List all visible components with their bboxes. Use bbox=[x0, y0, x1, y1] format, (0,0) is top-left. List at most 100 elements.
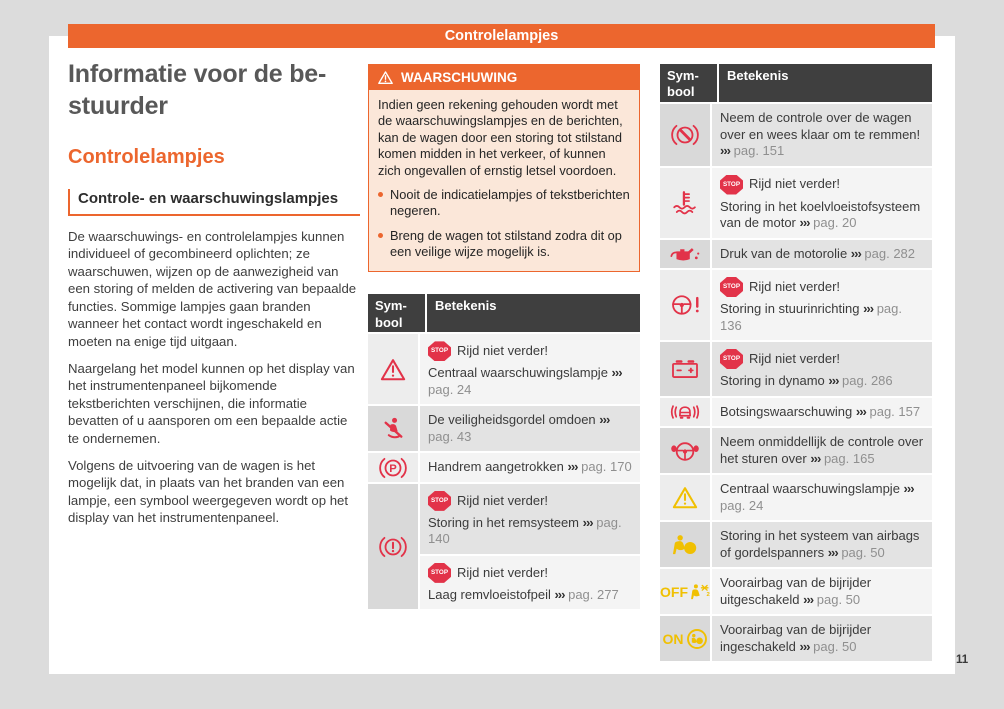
bullet-text: Nooit de indicatielampjes of tekstberich… bbox=[390, 186, 630, 219]
stop-line: STOP Rijd niet verder! bbox=[428, 490, 632, 511]
meaning-cell: Neem onmiddellijk de controle over het s… bbox=[712, 428, 932, 473]
svg-text:P: P bbox=[389, 463, 397, 475]
paragraph: Volgens de uitvoering van de wagen is he… bbox=[68, 458, 349, 526]
meaning-cell: STOP Rijd niet verder! Storing in het rems… bbox=[420, 483, 640, 554]
page-title: Informatie voor de be-stuurder bbox=[68, 58, 360, 122]
stop-icon: STOP bbox=[428, 562, 451, 583]
table-row: Neem onmiddellijk de controle over het s… bbox=[660, 428, 932, 473]
chapter-header-title: Controlelampjes bbox=[444, 28, 559, 44]
svg-text:2: 2 bbox=[707, 592, 710, 598]
stop-line: STOP Rijd niet verder! bbox=[720, 277, 924, 297]
meaning-column-header: Betekenis bbox=[427, 294, 640, 333]
meaning-cell: Voorairbag van de bijrijder ingeschakeld… bbox=[712, 616, 932, 661]
stop-text: Rijd niet verder! bbox=[457, 564, 549, 580]
steering-takeover-icon bbox=[660, 428, 710, 473]
stop-line: STOP Rijd niet verder! bbox=[720, 349, 924, 369]
meaning-text: Storing in het koelvloeistofsysteem van … bbox=[720, 198, 921, 231]
meaning-cell: Neem de controle over de wagen over en w… bbox=[712, 104, 932, 166]
steering-warning-icon bbox=[660, 270, 710, 340]
meaning-text: Centraal waarschuwingslampje ››› pag. 24 bbox=[720, 481, 915, 513]
page-reference: pag. 136 bbox=[720, 301, 903, 333]
stop-text: Rijd niet verder! bbox=[749, 350, 841, 366]
reference-arrows-icon: ››› bbox=[599, 412, 610, 428]
symbol-column-header: Sym- bool bbox=[368, 294, 425, 333]
reference-arrows-icon: ››› bbox=[850, 245, 862, 261]
reference-arrows-icon: ››› bbox=[799, 215, 811, 230]
warning-bullets: Nooit de indicatielampjes of tekstberich… bbox=[378, 187, 630, 261]
page-reference: pag. 50 bbox=[816, 591, 861, 607]
table-row: OFF 2 Voorairbag van de bijrijder uitgesch… bbox=[660, 569, 932, 614]
meaning-cell: STOP Rijd niet verder! Storing in dynamo ›… bbox=[712, 342, 932, 396]
brake-warning-icon bbox=[368, 483, 418, 610]
icon-label: OFF bbox=[660, 583, 688, 600]
meaning-text: Druk van de motorolie ››› pag. 282 bbox=[720, 245, 916, 261]
table-row: Druk van de motorolie ››› pag. 282 bbox=[660, 239, 932, 268]
table-row: Storing in het systeem van airbags of go… bbox=[660, 522, 932, 567]
meaning-cell: Centraal waarschuwingslampje ››› pag. 24 bbox=[712, 475, 932, 520]
table-row: Neem de controle over de wagen over en w… bbox=[660, 104, 932, 166]
middle-column: WAARSCHUWING Indien geen rekening gehoud… bbox=[368, 64, 640, 610]
seatbelt-icon bbox=[368, 406, 418, 452]
right-column: Sym- bool Betekenis Neem de controle over … bbox=[660, 64, 932, 661]
page-reference: pag. 170 bbox=[581, 459, 632, 475]
airbag-on-icon: ON bbox=[660, 616, 710, 661]
brake-assist-icon bbox=[660, 104, 710, 166]
table-row: STOP Rijd niet verder! Storing in het rems… bbox=[368, 483, 640, 610]
reference-arrows-icon: ››› bbox=[827, 544, 839, 560]
warning-lights-table-2: Sym- bool Betekenis Neem de controle over … bbox=[660, 64, 932, 661]
page-reference: pag. 24 bbox=[428, 381, 472, 397]
meaning-text: Voorairbag van de bijrijder ingeschakeld… bbox=[720, 622, 872, 654]
left-column: Informatie voor de be-stuurder Controlel… bbox=[68, 58, 360, 527]
stop-icon: STOP bbox=[720, 174, 743, 195]
meaning-text: Neem de controle over de wagen over en w… bbox=[720, 110, 921, 158]
meaning-cell: STOP Rijd niet verder! Centraal waarschuwi… bbox=[420, 334, 640, 405]
meaning-column-header: Betekenis bbox=[719, 64, 932, 102]
table-row: De veiligheidsgordel omdoen ››› pag. 43 bbox=[368, 406, 640, 452]
warning-triangle-icon bbox=[660, 475, 710, 520]
collision-warning-icon bbox=[660, 397, 710, 426]
reference-arrows-icon: ››› bbox=[803, 591, 814, 607]
page-reference: pag. 50 bbox=[813, 638, 857, 654]
page-reference: pag. 151 bbox=[733, 143, 785, 158]
page-reference: pag. 20 bbox=[813, 215, 857, 230]
warning-text: Indien geen rekening gehouden wordt met … bbox=[378, 97, 623, 178]
page-title-line: stuurder bbox=[68, 92, 168, 120]
page-reference: pag. 157 bbox=[869, 403, 921, 419]
table-row: P Handrem aangetrokken ››› pag. 170 bbox=[368, 453, 640, 482]
table-row: ON Voorairbag van de bijrijder ingeschake… bbox=[660, 616, 932, 661]
meaning-text: Storing in dynamo ››› pag. 286 bbox=[720, 373, 893, 388]
oil-pressure-icon bbox=[660, 239, 710, 268]
page-title-line: Informatie voor de be- bbox=[68, 60, 327, 88]
stop-text: Rijd niet verder! bbox=[749, 176, 841, 192]
meaning-text: De veiligheidsgordel omdoen ››› pag. 43 bbox=[428, 412, 610, 444]
meaning-cell: STOP Rijd niet verder! Storing in stuurinr… bbox=[712, 270, 932, 340]
symbol-column-header: Sym- bool bbox=[660, 64, 717, 102]
meaning-text: Laag remvloeistofpeil ››› pag. 277 bbox=[428, 586, 619, 602]
icon-label: ON bbox=[662, 630, 684, 647]
page-reference: pag. 24 bbox=[720, 497, 764, 513]
page-reference: pag. 282 bbox=[864, 245, 916, 261]
bullet-icon bbox=[378, 191, 383, 197]
reference-arrows-icon: ››› bbox=[863, 301, 874, 316]
meaning-text: Neem onmiddellijk de controle over het s… bbox=[720, 434, 924, 466]
reference-arrows-icon: ››› bbox=[720, 143, 731, 158]
table-header-row: Sym- bool Betekenis bbox=[368, 294, 640, 333]
reference-arrows-icon: ››› bbox=[611, 365, 623, 381]
stop-line: STOP Rijd niet verder! bbox=[428, 562, 632, 583]
stop-icon: STOP bbox=[720, 277, 743, 297]
meaning-cell: Voorairbag van de bijrijder uitgeschakel… bbox=[712, 569, 932, 614]
warning-lights-table-1: Sym- bool Betekenis STOP Rijd niet verder! C… bbox=[368, 294, 640, 610]
paragraph: Naargelang het model kunnen op het displ… bbox=[68, 360, 355, 446]
page-reference: pag. 286 bbox=[842, 373, 893, 388]
meaning-text: Voorairbag van de bijrijder uitgeschakel… bbox=[720, 575, 872, 607]
meaning-text: Handrem aangetrokken ››› pag. 170 bbox=[428, 459, 632, 475]
meaning-cell: De veiligheidsgordel omdoen ››› pag. 43 bbox=[420, 406, 640, 452]
meaning-text: Storing in het remsysteem ››› pag. 140 bbox=[428, 514, 622, 547]
reference-arrows-icon: ››› bbox=[810, 450, 821, 466]
table-header-row: Sym- bool Betekenis bbox=[660, 64, 932, 102]
page-reference: pag. 140 bbox=[428, 514, 622, 547]
page-reference: pag. 277 bbox=[568, 586, 619, 602]
coolant-temperature-icon bbox=[660, 167, 710, 238]
body-paragraphs: De waarschuwings- en controlelampjes kun… bbox=[68, 228, 360, 527]
reference-arrows-icon: ››› bbox=[855, 403, 867, 419]
